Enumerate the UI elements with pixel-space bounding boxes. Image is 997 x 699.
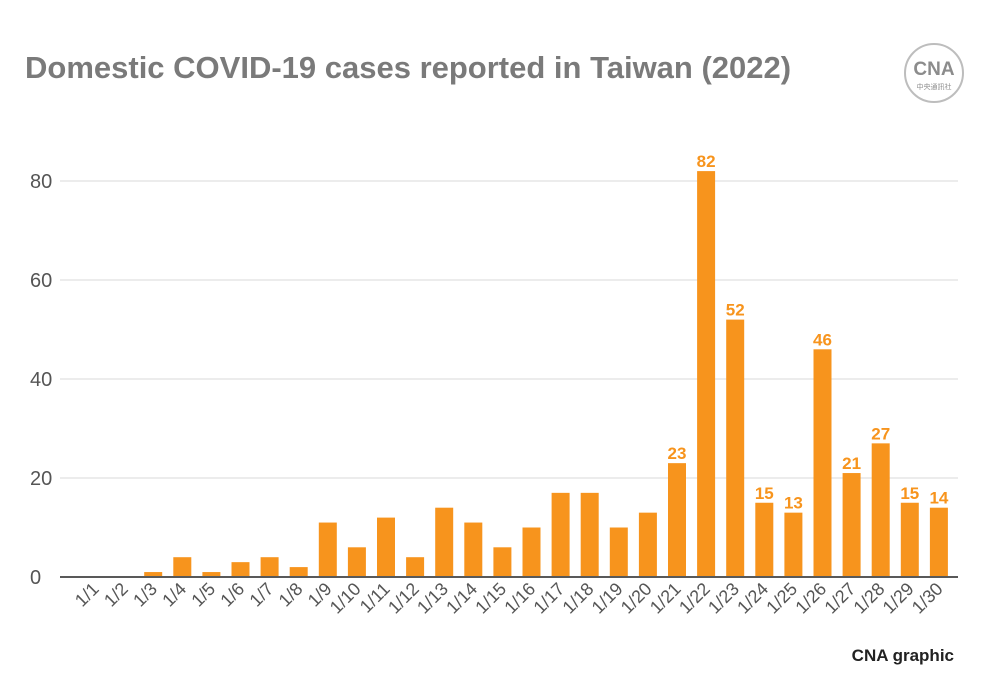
data-label: 82 — [697, 152, 716, 171]
x-tick-label: 1/5 — [187, 579, 219, 611]
bar — [668, 463, 686, 577]
bar — [231, 562, 250, 577]
bar — [638, 512, 657, 577]
data-label: 13 — [784, 494, 803, 513]
bar — [289, 567, 308, 577]
bar — [493, 547, 512, 577]
bar — [347, 547, 366, 577]
cna-logo-icon: CNA 中央通訊社 — [904, 43, 964, 103]
x-tick-label: 1/2 — [100, 579, 132, 611]
bar — [726, 319, 745, 577]
logo-subtext: 中央通訊社 — [917, 82, 952, 91]
data-label: 14 — [929, 489, 948, 508]
x-tick-label: 1/11 — [356, 579, 394, 617]
y-tick-label: 20 — [30, 468, 52, 490]
bar — [144, 572, 163, 577]
x-tick-label: 1/6 — [216, 579, 248, 611]
bar — [755, 502, 774, 577]
bar — [464, 522, 483, 577]
data-label: 23 — [668, 444, 687, 463]
bar — [202, 572, 221, 577]
bar — [580, 492, 599, 577]
logo-text: CNA — [913, 59, 954, 80]
y-tick-label: 60 — [30, 270, 52, 292]
bar — [697, 171, 716, 577]
bar — [609, 527, 628, 577]
y-tick-label: 80 — [30, 171, 52, 193]
data-label: 27 — [871, 424, 890, 443]
y-tick-label: 40 — [30, 369, 52, 391]
bar — [784, 512, 803, 577]
x-tick-label: 1/1 — [71, 579, 103, 611]
x-tick-label: 1/30 — [908, 579, 947, 618]
data-label: 21 — [842, 454, 861, 473]
x-tick-label: 1/3 — [129, 579, 161, 611]
bar — [522, 527, 541, 577]
bar — [173, 557, 192, 577]
chart-title: Domestic COVID-19 cases reported in Taiw… — [25, 50, 792, 85]
bar — [435, 507, 454, 577]
x-tick-label: 1/8 — [275, 579, 307, 611]
bar — [900, 502, 919, 577]
bar — [551, 492, 570, 577]
data-label: 15 — [755, 484, 774, 503]
bar — [813, 349, 832, 577]
bar — [871, 443, 890, 577]
bar — [377, 517, 395, 577]
bar — [842, 473, 861, 577]
chart-credit: CNA graphic — [851, 646, 954, 665]
y-tick-label: 0 — [30, 567, 41, 589]
data-label: 15 — [900, 484, 919, 503]
x-tick-label: 1/4 — [158, 579, 190, 611]
bar — [260, 557, 279, 577]
bar — [318, 522, 337, 577]
x-tick-label: 1/7 — [246, 579, 278, 611]
data-label: 52 — [726, 301, 745, 320]
bar — [406, 557, 425, 577]
data-label: 46 — [813, 330, 832, 349]
bar — [929, 507, 948, 577]
